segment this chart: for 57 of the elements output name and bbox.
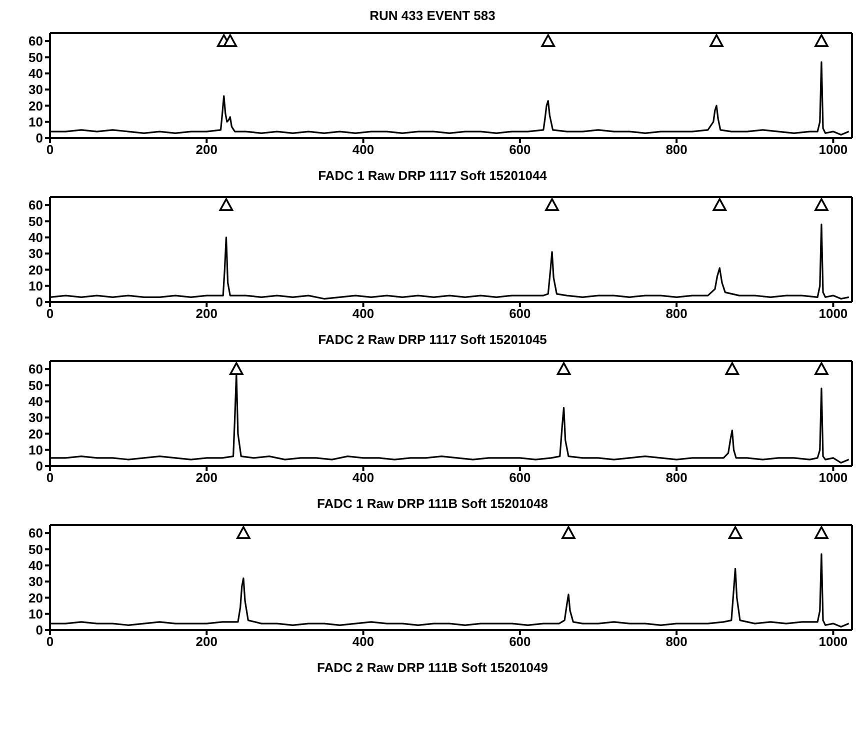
x-tick-label: 600	[509, 142, 531, 158]
y-tick-label: 60	[28, 34, 43, 49]
y-tick-label: 10	[28, 114, 43, 130]
x-axis-title: FADC 1 Raw DRP 111B Soft 15201048	[316, 496, 549, 513]
x-tick-label: 200	[196, 634, 218, 650]
y-tick-label: 10	[28, 278, 43, 294]
x-tick-label: 400	[352, 470, 374, 486]
x-tick-label: 600	[509, 634, 531, 650]
x-tick-label: 400	[352, 306, 374, 322]
y-tick-label: 50	[28, 214, 43, 229]
y-tick-label: 20	[28, 590, 43, 606]
x-axis-title: FADC 2 Raw DRP 111B Soft 15201049	[316, 660, 549, 677]
x-tick-label: 800	[666, 306, 688, 322]
x-tick-label: 200	[196, 470, 218, 486]
x-axis-title: FADC 2 Raw DRP 1117 Soft 15201045	[317, 332, 548, 349]
x-tick-label: 1000	[818, 470, 848, 486]
x-tick-label: 0	[46, 634, 54, 650]
x-tick-label: 400	[352, 142, 374, 158]
y-tick-label: 40	[28, 394, 43, 409]
y-tick-label: 60	[28, 526, 43, 541]
y-tick-label: 30	[28, 82, 43, 98]
x-tick-label: 600	[509, 470, 531, 486]
y-tick-label: 30	[28, 410, 43, 426]
y-tick-label: 0	[36, 130, 43, 146]
y-tick-label: 20	[28, 98, 43, 114]
x-tick-label: 600	[509, 306, 531, 322]
y-tick-label: 30	[28, 246, 43, 262]
chart-title: RUN 433 EVENT 583	[368, 8, 496, 25]
x-tick-label: 0	[46, 306, 54, 322]
x-tick-label: 1000	[818, 306, 848, 322]
x-tick-label: 800	[666, 634, 688, 650]
y-tick-label: 20	[28, 426, 43, 442]
y-tick-label: 0	[36, 622, 43, 638]
x-tick-label: 200	[196, 142, 218, 158]
y-tick-label: 20	[28, 262, 43, 278]
y-tick-label: 60	[28, 198, 43, 213]
x-tick-label: 1000	[818, 634, 848, 650]
x-axis-title: FADC 1 Raw DRP 1117 Soft 15201044	[317, 168, 548, 185]
y-tick-label: 50	[28, 542, 43, 557]
y-tick-label: 40	[28, 66, 43, 81]
y-tick-label: 10	[28, 606, 43, 622]
y-tick-label: 40	[28, 558, 43, 573]
x-tick-label: 200	[196, 306, 218, 322]
x-tick-label: 1000	[818, 142, 848, 158]
y-tick-label: 30	[28, 574, 43, 590]
y-tick-label: 0	[36, 294, 43, 310]
y-tick-label: 40	[28, 230, 43, 245]
y-tick-label: 50	[28, 378, 43, 393]
y-tick-label: 0	[36, 458, 43, 474]
x-tick-label: 0	[46, 142, 54, 158]
x-tick-label: 0	[46, 470, 54, 486]
y-tick-label: 50	[28, 50, 43, 65]
y-tick-label: 60	[28, 362, 43, 377]
x-tick-label: 800	[666, 142, 688, 158]
y-tick-label: 10	[28, 442, 43, 458]
x-tick-label: 800	[666, 470, 688, 486]
x-tick-label: 400	[352, 634, 374, 650]
